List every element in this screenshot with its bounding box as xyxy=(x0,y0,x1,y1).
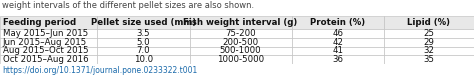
Text: Jun 2015–Aug 2015: Jun 2015–Aug 2015 xyxy=(3,38,87,47)
Bar xyxy=(0,16,97,29)
Text: 46: 46 xyxy=(332,29,343,38)
Text: 5.0: 5.0 xyxy=(137,38,150,47)
Text: 41: 41 xyxy=(332,46,343,55)
Text: 1000-5000: 1000-5000 xyxy=(217,55,264,64)
Bar xyxy=(292,16,384,29)
Text: Lipid (%): Lipid (%) xyxy=(408,18,450,27)
Text: Protein (%): Protein (%) xyxy=(310,18,365,27)
Text: Oct 2015–Aug 2016: Oct 2015–Aug 2016 xyxy=(3,55,89,64)
Bar xyxy=(190,29,292,38)
Bar xyxy=(292,47,384,55)
Bar xyxy=(97,38,190,47)
Text: 25: 25 xyxy=(423,29,435,38)
Text: 7.0: 7.0 xyxy=(137,46,150,55)
Bar xyxy=(97,47,190,55)
Text: Fish weight interval (g): Fish weight interval (g) xyxy=(183,18,298,27)
Bar xyxy=(0,29,97,38)
Bar xyxy=(384,38,474,47)
Bar xyxy=(97,16,190,29)
Text: 75-200: 75-200 xyxy=(225,29,256,38)
Text: weight intervals of the different pellet sizes are also shown.: weight intervals of the different pellet… xyxy=(2,1,255,10)
Bar xyxy=(190,55,292,64)
Text: 500-1000: 500-1000 xyxy=(220,46,261,55)
Bar xyxy=(97,55,190,64)
Text: 200-500: 200-500 xyxy=(222,38,259,47)
Text: https://doi.org/10.1371/journal.pone.0233322.t001: https://doi.org/10.1371/journal.pone.023… xyxy=(2,66,198,75)
Bar xyxy=(384,55,474,64)
Bar xyxy=(0,47,97,55)
Bar xyxy=(190,38,292,47)
Text: 10.0: 10.0 xyxy=(134,55,153,64)
Text: 32: 32 xyxy=(423,46,435,55)
Bar xyxy=(292,38,384,47)
Bar xyxy=(97,29,190,38)
Text: Feeding period: Feeding period xyxy=(3,18,76,27)
Bar xyxy=(292,55,384,64)
Bar xyxy=(190,16,292,29)
Bar xyxy=(384,29,474,38)
Bar xyxy=(292,29,384,38)
Bar xyxy=(190,47,292,55)
Bar xyxy=(384,47,474,55)
Text: Aug 2015–Oct 2015: Aug 2015–Oct 2015 xyxy=(3,46,89,55)
Text: 29: 29 xyxy=(424,38,434,47)
Text: 3.5: 3.5 xyxy=(137,29,150,38)
Bar xyxy=(0,55,97,64)
Bar xyxy=(0,38,97,47)
Text: May 2015–Jun 2015: May 2015–Jun 2015 xyxy=(3,29,88,38)
Text: 35: 35 xyxy=(423,55,435,64)
Text: 36: 36 xyxy=(332,55,343,64)
Bar xyxy=(384,16,474,29)
Text: 42: 42 xyxy=(332,38,343,47)
Text: Pellet size used (mm): Pellet size used (mm) xyxy=(91,18,196,27)
